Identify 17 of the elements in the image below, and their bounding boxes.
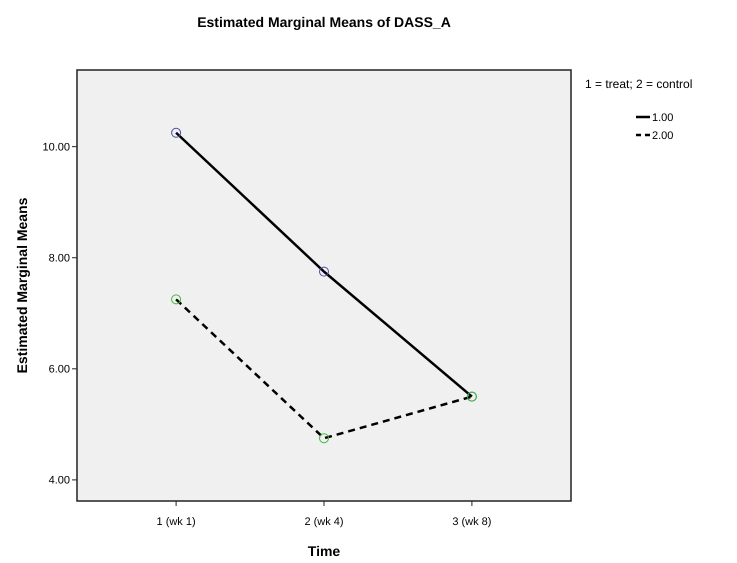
legend-title: 1 = treat; 2 = control xyxy=(585,77,692,91)
y-tick-label: 6.00 xyxy=(48,364,70,376)
point xyxy=(319,433,329,444)
legend-label: 2.00 xyxy=(652,130,674,142)
legend-label: 1.00 xyxy=(652,112,674,124)
chart-title: Estimated Marginal Means of DASS_A xyxy=(197,14,451,30)
point xyxy=(171,128,182,138)
y-axis-title: Estimated Marginal Means xyxy=(14,197,30,374)
x-tick-label: 1 (wk 1) xyxy=(156,516,196,528)
x-tick-label: 2 (wk 4) xyxy=(304,516,344,528)
y-tick-label: 4.00 xyxy=(48,474,70,487)
x-axis-title: Time xyxy=(308,543,340,559)
point xyxy=(171,294,182,304)
y-tick-label: 8.00 xyxy=(48,252,70,265)
point xyxy=(319,266,329,277)
x-tick-label: 3 (wk 8) xyxy=(452,516,492,528)
y-tick-label: 10.00 xyxy=(42,141,70,154)
